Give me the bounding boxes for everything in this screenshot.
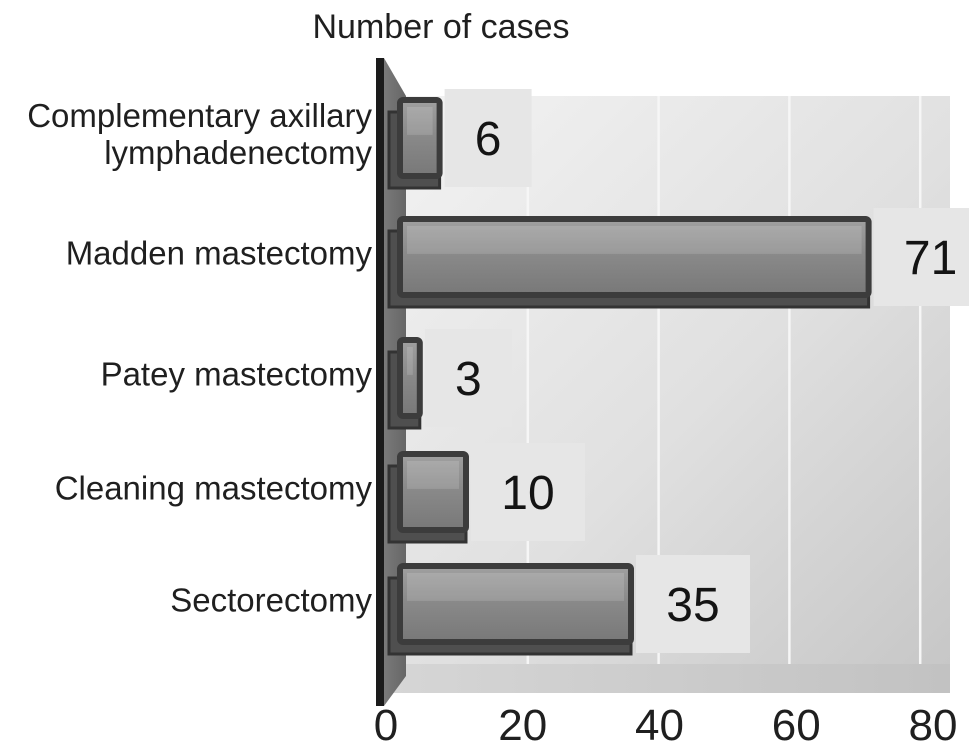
x-tick-label: 40 [635, 701, 684, 750]
value-label-patch [444, 89, 532, 187]
value-label: 71 [904, 232, 957, 285]
value-label-patch [636, 555, 750, 653]
value-label: 6 [475, 113, 502, 166]
value-label: 35 [666, 579, 719, 632]
bar-highlight [407, 461, 459, 489]
value-label: 3 [455, 353, 482, 406]
x-tick-label: 60 [772, 701, 821, 750]
bar-series [387, 97, 872, 656]
bar-highlight [407, 107, 433, 135]
category-label: Sectorectomy [170, 581, 372, 619]
value-label-patch [471, 443, 585, 541]
category-label: Madden mastectomy [65, 234, 372, 272]
x-tick-label: 0 [374, 701, 398, 750]
x-axis-tick-labels: 0 20 40 60 80 [374, 701, 958, 750]
bar-highlight [407, 226, 862, 254]
bar [397, 216, 872, 298]
x-tick-label: 80 [909, 701, 958, 750]
plot-floor [384, 664, 950, 693]
x-tick-label: 20 [498, 701, 547, 750]
bar-highlight [407, 347, 413, 375]
bar [397, 337, 423, 419]
value-label-patch [873, 208, 969, 306]
category-label: Cleaning mastectomy [54, 469, 372, 507]
value-labels: 6 71 3 10 35 [424, 89, 969, 653]
bar [397, 563, 634, 645]
category-label: Complementary axillary lymphadenectomy [27, 97, 372, 171]
bar [397, 97, 443, 179]
chart-title: Number of cases [312, 8, 570, 46]
value-label-patch [424, 329, 512, 427]
bar-highlight [407, 573, 624, 601]
category-label: Patey mastectomy [100, 355, 372, 393]
y-axis-line [376, 58, 384, 706]
bar [397, 451, 469, 533]
value-label: 10 [501, 467, 554, 520]
